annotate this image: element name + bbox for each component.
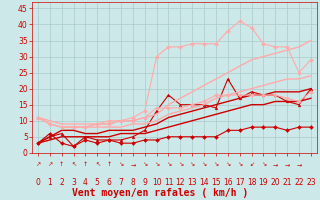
Text: Vent moyen/en rafales ( km/h ): Vent moyen/en rafales ( km/h ) xyxy=(72,188,248,198)
Text: 10: 10 xyxy=(152,178,161,187)
Text: ↗: ↗ xyxy=(35,162,41,167)
Text: 8: 8 xyxy=(131,178,135,187)
Text: 2: 2 xyxy=(59,178,64,187)
Text: 5: 5 xyxy=(95,178,100,187)
Text: ↘: ↘ xyxy=(202,162,207,167)
Text: 23: 23 xyxy=(306,178,316,187)
Text: 16: 16 xyxy=(223,178,233,187)
Text: ↘: ↘ xyxy=(237,162,242,167)
Text: 20: 20 xyxy=(270,178,280,187)
Text: →: → xyxy=(273,162,278,167)
Text: 6: 6 xyxy=(107,178,112,187)
Text: 0: 0 xyxy=(36,178,40,187)
Text: ↘: ↘ xyxy=(154,162,159,167)
Text: ↗: ↗ xyxy=(47,162,52,167)
Text: 15: 15 xyxy=(211,178,221,187)
Text: ↘: ↘ xyxy=(189,162,195,167)
Text: ↘: ↘ xyxy=(213,162,219,167)
Text: ↑: ↑ xyxy=(107,162,112,167)
Text: 22: 22 xyxy=(294,178,304,187)
Text: ↑: ↑ xyxy=(83,162,88,167)
Text: ↘: ↘ xyxy=(118,162,124,167)
Text: ↑: ↑ xyxy=(59,162,64,167)
Text: ↘: ↘ xyxy=(178,162,183,167)
Text: 4: 4 xyxy=(83,178,88,187)
Text: ↘: ↘ xyxy=(261,162,266,167)
Text: 14: 14 xyxy=(199,178,209,187)
Text: →: → xyxy=(130,162,135,167)
Text: 3: 3 xyxy=(71,178,76,187)
Text: ↖: ↖ xyxy=(71,162,76,167)
Text: 19: 19 xyxy=(259,178,268,187)
Text: →: → xyxy=(296,162,302,167)
Text: ↖: ↖ xyxy=(95,162,100,167)
Text: →: → xyxy=(284,162,290,167)
Text: ↘: ↘ xyxy=(166,162,171,167)
Text: 13: 13 xyxy=(188,178,197,187)
Text: ↘: ↘ xyxy=(225,162,230,167)
Text: 12: 12 xyxy=(176,178,185,187)
Text: 7: 7 xyxy=(119,178,124,187)
Text: 9: 9 xyxy=(142,178,147,187)
Text: 1: 1 xyxy=(47,178,52,187)
Text: 18: 18 xyxy=(247,178,256,187)
Text: 11: 11 xyxy=(164,178,173,187)
Text: 21: 21 xyxy=(282,178,292,187)
Text: ↙: ↙ xyxy=(249,162,254,167)
Text: ↘: ↘ xyxy=(142,162,147,167)
Text: 17: 17 xyxy=(235,178,244,187)
